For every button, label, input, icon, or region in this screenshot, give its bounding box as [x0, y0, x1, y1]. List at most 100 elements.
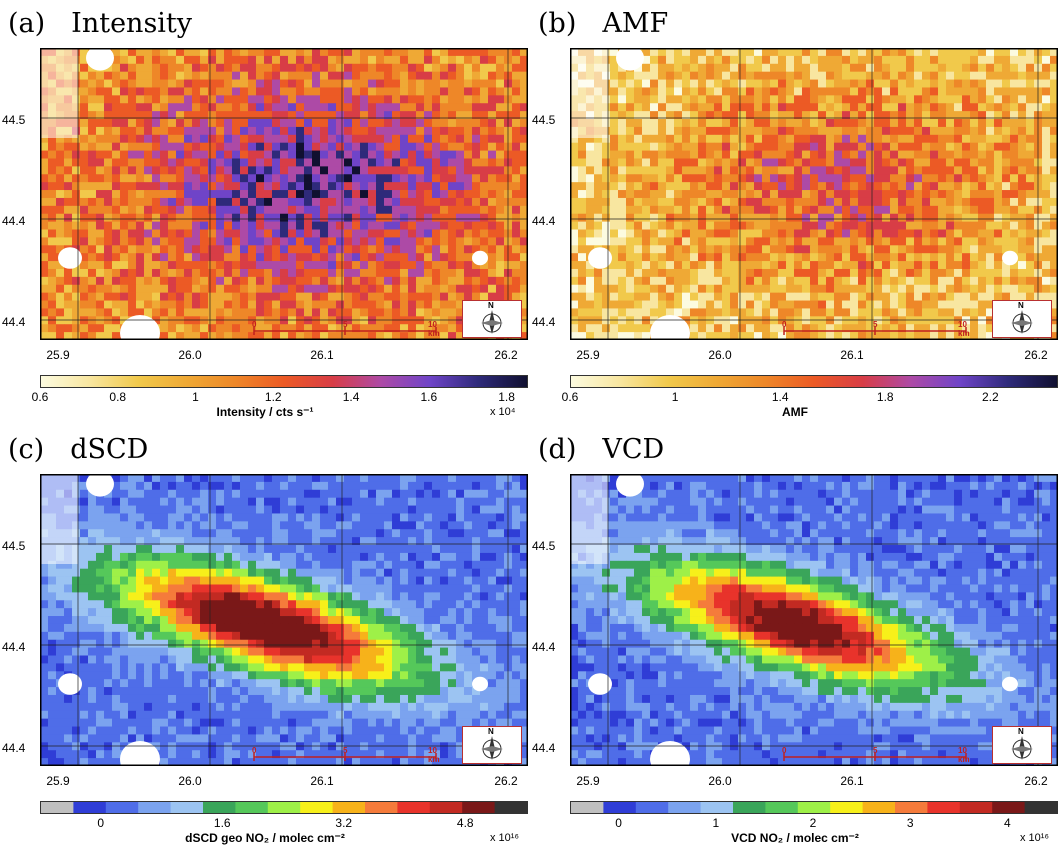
map-pixel	[1026, 142, 1035, 151]
map-pixel	[360, 237, 369, 246]
map-pixel	[344, 142, 353, 151]
map-pixel	[626, 166, 635, 175]
map-pixel	[810, 316, 819, 325]
map-pixel	[288, 474, 297, 483]
map-pixel	[168, 253, 177, 262]
map-pixel	[818, 48, 827, 57]
map-pixel	[224, 126, 233, 136]
map-pixel	[866, 174, 875, 183]
map-pixel	[288, 253, 297, 262]
map-pixel	[192, 237, 201, 246]
map-pixel	[512, 150, 521, 159]
map-pixel	[408, 316, 417, 325]
map-pixel	[264, 126, 273, 136]
map-pixel	[384, 126, 393, 136]
map-pixel	[626, 308, 635, 317]
map-pixel	[1050, 126, 1058, 136]
map-pixel	[610, 87, 619, 96]
map-pixel	[802, 95, 811, 104]
map-pixel	[754, 245, 763, 254]
map-pixel	[618, 166, 627, 175]
map-pixel	[658, 174, 667, 183]
map-pixel	[256, 190, 265, 199]
map-panel-a: (a) Intensity 44.5 44.4 44.4 N 0 5 10 km	[0, 0, 530, 425]
map-pixel	[802, 134, 811, 143]
map-pixel	[352, 150, 361, 159]
map-pixel	[120, 55, 129, 65]
map-pixel	[264, 229, 273, 238]
map-pixel	[280, 197, 289, 207]
map-pixel	[376, 190, 385, 199]
map-pixel	[312, 292, 321, 301]
map-pixel	[232, 474, 241, 483]
map-pixel	[682, 158, 691, 167]
map-pixel	[954, 229, 963, 238]
map-pixel	[954, 150, 963, 159]
map-pixel	[914, 55, 923, 65]
map-pixel	[144, 87, 153, 96]
map-pixel	[802, 261, 811, 270]
map-pixel	[626, 158, 635, 167]
map-pixel	[320, 126, 329, 136]
map-pixel	[930, 261, 939, 270]
colorbar-exponent: x 10⁴	[490, 406, 516, 418]
map-pixel	[914, 182, 923, 191]
map-pixel	[408, 213, 417, 222]
map-pixel	[376, 182, 385, 191]
map-pixel	[152, 229, 161, 238]
map-pixel	[618, 245, 627, 254]
map-pixel	[472, 63, 481, 72]
scale-label: 5	[343, 320, 348, 329]
map-pixel	[224, 87, 233, 96]
map-pixel	[658, 79, 667, 88]
map-pixel	[152, 292, 161, 301]
map-pixel	[320, 316, 329, 325]
map-pixel	[690, 71, 699, 80]
map-pixel	[216, 71, 225, 80]
map-pixel	[312, 119, 321, 128]
map-pixel	[240, 237, 249, 246]
map-pixel	[464, 284, 473, 293]
map-pixel	[464, 268, 473, 278]
map-pixel	[448, 505, 457, 514]
map-pixel	[698, 316, 707, 325]
map-pixel	[256, 197, 265, 207]
map-pixel	[578, 268, 587, 278]
map-pixel	[1026, 79, 1035, 88]
map-pixel	[456, 489, 465, 498]
map-pixel	[730, 221, 739, 230]
map-pixel	[48, 182, 57, 191]
map-pixel	[408, 205, 417, 215]
map-pixel	[594, 300, 603, 309]
map-pixel	[970, 213, 979, 222]
map-pixel	[424, 190, 433, 199]
map-pixel	[312, 229, 321, 238]
map-pixel	[456, 505, 465, 514]
map-pixel	[432, 134, 441, 143]
map-pixel	[970, 111, 979, 120]
map-pixel	[618, 237, 627, 246]
map-pixel	[256, 474, 265, 483]
map-pixel	[954, 87, 963, 96]
map-pixel	[1018, 63, 1027, 72]
map-pixel	[48, 150, 57, 159]
map-pixel	[890, 158, 899, 167]
map-pixel	[424, 63, 433, 72]
map-pixel	[224, 71, 233, 80]
map-pixel	[594, 205, 603, 215]
map-pixel	[722, 229, 731, 238]
map-pixel	[666, 308, 675, 317]
map-pixel	[1026, 197, 1035, 207]
map-pixel	[216, 513, 225, 522]
map-pixel	[224, 237, 233, 246]
map-pixel	[810, 79, 819, 88]
map-pixel	[802, 142, 811, 151]
map-pixel	[440, 253, 449, 262]
map-pixel	[120, 190, 129, 199]
map-pixel	[408, 158, 417, 167]
map-pixel	[160, 284, 169, 293]
map-pixel	[88, 87, 97, 96]
map-pixel	[994, 126, 1003, 136]
map-pixel	[200, 300, 209, 309]
map-pixel	[456, 150, 465, 159]
